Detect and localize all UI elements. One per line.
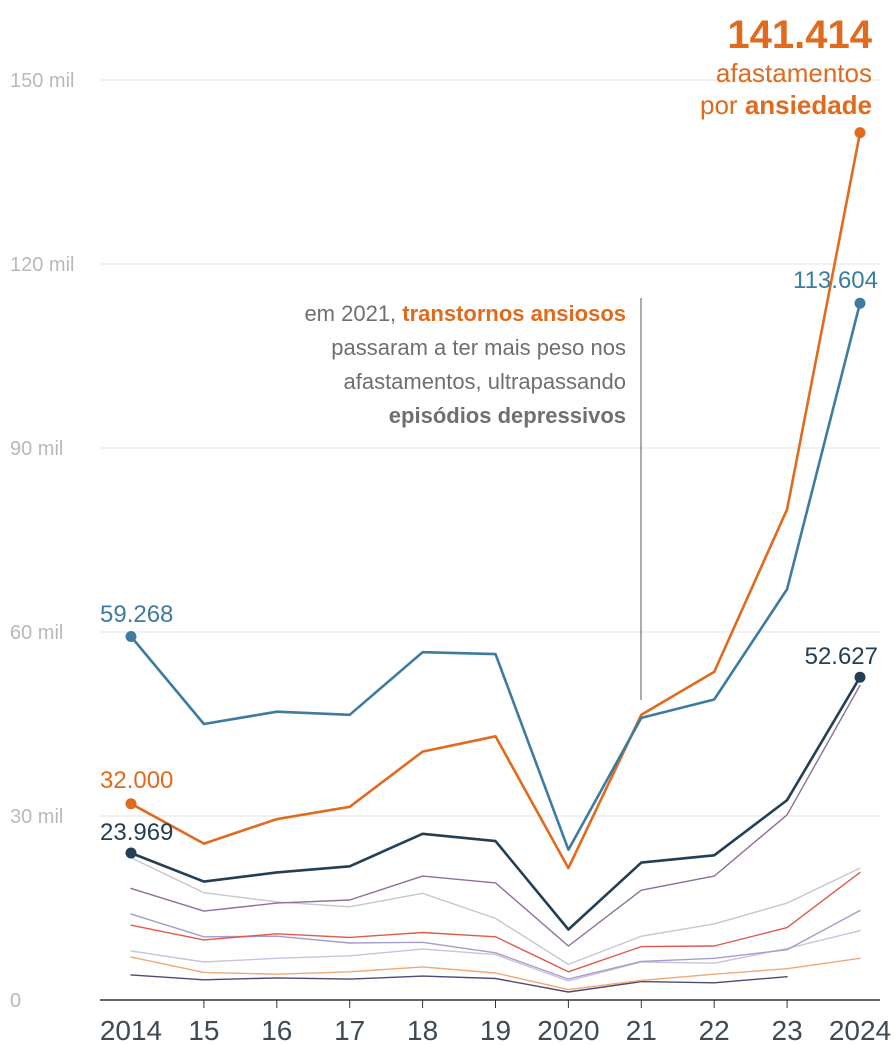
value-label-depressivos-start: 59.268 (100, 601, 173, 628)
series-line (130, 930, 861, 982)
grid-lines (100, 79, 880, 817)
y-tick-label: 0 (10, 990, 21, 1012)
y-tick-label: 90 mil (10, 438, 63, 460)
series-line (129, 131, 862, 870)
value-label-ansiedade-start: 32.000 (100, 767, 173, 794)
y-axis-ticks: 0 30 mil 60 mil 90 mil 120 mil 150 mil (10, 70, 74, 1012)
headline-line2: por ansiedade (700, 90, 872, 120)
series-line (130, 857, 861, 966)
series-endpoint (854, 671, 866, 683)
series-lines (125, 127, 866, 993)
series-endpoint (854, 297, 866, 309)
series-line (129, 301, 862, 852)
headline-line1: afastamentos (716, 58, 872, 88)
x-tick-label: 17 (334, 1015, 365, 1045)
series-line (130, 974, 788, 993)
y-tick-label: 120 mil (10, 254, 74, 276)
series-line (130, 909, 861, 980)
value-label-depressivos-end: 113.604 (793, 267, 878, 294)
series-endpoint (125, 630, 137, 642)
annotation-line2: passaram a ter mais peso nos (331, 335, 626, 360)
y-tick-label: 30 mil (10, 806, 63, 828)
y-tick-label: 150 mil (10, 70, 74, 92)
series-endpoint (854, 127, 866, 139)
series-line (130, 684, 861, 947)
x-tick-label: 2014 (100, 1015, 162, 1045)
annotation-line1: em 2021, transtornos ansiosos (304, 301, 626, 326)
x-tick-label: 23 (772, 1015, 803, 1045)
value-label-ansiedade-end: 141.414 (727, 13, 872, 57)
x-tick-label: 21 (626, 1015, 657, 1045)
x-tick-label: 18 (407, 1015, 438, 1045)
y-tick-label: 60 mil (10, 622, 63, 644)
x-tick-label: 2020 (537, 1015, 599, 1045)
x-tick-label: 16 (261, 1015, 292, 1045)
x-axis-ticks: 2014 15 16 17 18 19 2020 21 22 23 2024 (100, 1000, 891, 1045)
x-tick-label: 15 (188, 1015, 219, 1045)
x-tick-label: 22 (699, 1015, 730, 1045)
value-label-third-start: 23.969 (100, 819, 173, 846)
series-line (130, 871, 861, 973)
value-label-third-end: 52.627 (805, 643, 878, 670)
series-endpoint (125, 847, 137, 859)
series-line (130, 956, 861, 991)
annotation-line3: afastamentos, ultrapassando (343, 369, 626, 394)
x-tick-label: 19 (480, 1015, 511, 1045)
series-endpoint (125, 798, 137, 810)
series-line (129, 675, 862, 931)
annotation-line4: episódios depressivos (389, 403, 626, 428)
x-tick-label: 2024 (829, 1015, 891, 1045)
